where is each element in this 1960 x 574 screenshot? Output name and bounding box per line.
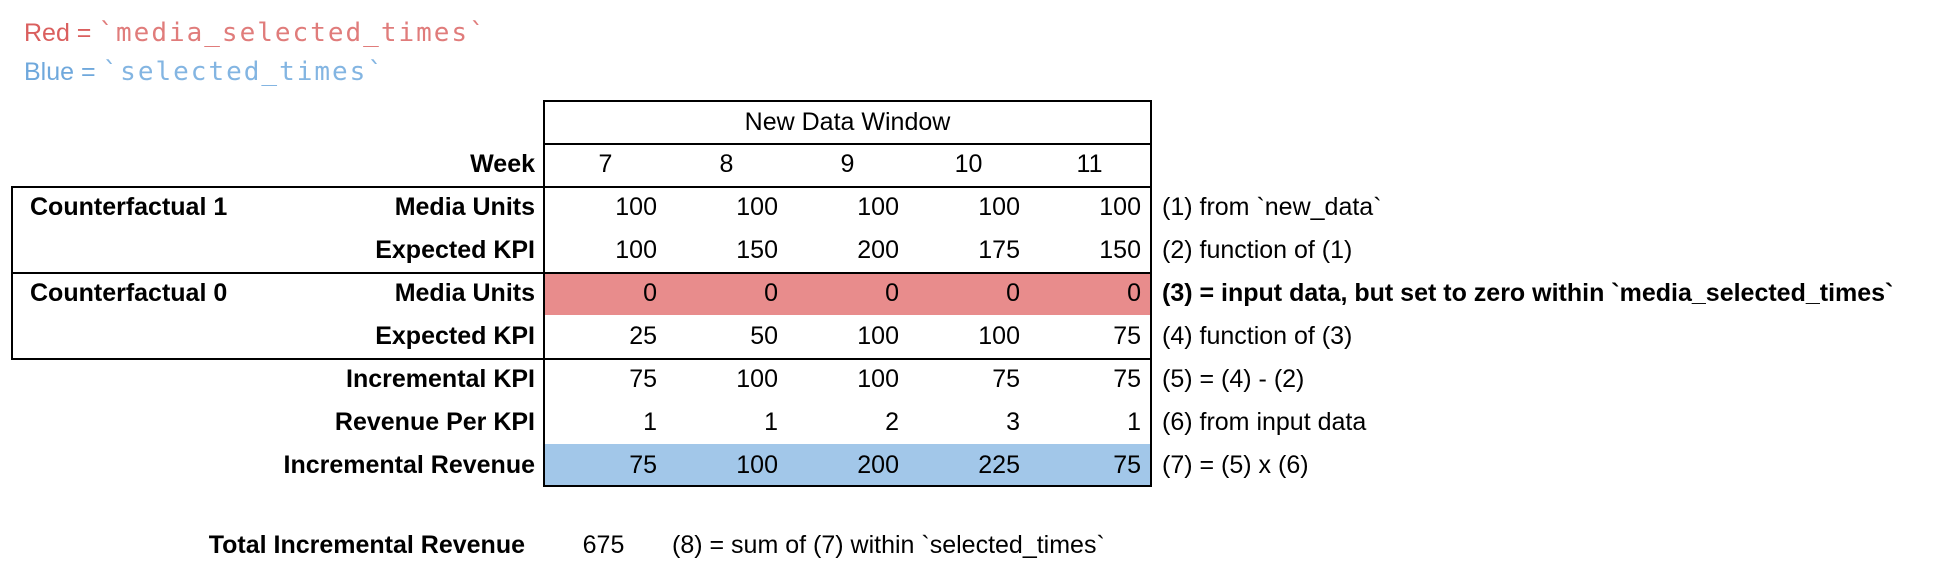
table-cell: 2: [885, 408, 899, 436]
legend-red-code: `media_selected_times`: [98, 18, 487, 48]
row-annotation: (4) function of (3): [1162, 322, 1353, 350]
table-cell: 100: [736, 451, 778, 479]
table-cell: 100: [857, 365, 899, 393]
data-grid: New Data Window 7 8 9 10 11 100 100 100 100 100 10…: [543, 100, 1152, 487]
row-label: Incremental Revenue: [283, 451, 536, 479]
table-cell: 100: [978, 193, 1020, 221]
table-cell: 75: [1113, 322, 1141, 350]
table-cell: 50: [750, 322, 778, 350]
table-cell: 75: [992, 365, 1020, 393]
table-cell: 1: [643, 408, 657, 436]
highlight-blue-band: [545, 444, 1150, 485]
table-cell: 1: [1127, 408, 1141, 436]
table-cell: 100: [736, 365, 778, 393]
legend-red-line: Red = `media_selected_times`: [24, 14, 487, 53]
table-cell: 100: [857, 322, 899, 350]
legend-blue-line: Blue = `selected_times`: [24, 53, 487, 92]
table-cell: 75: [1113, 365, 1141, 393]
counterfactual-0-label: Counterfactual 0: [30, 279, 228, 307]
row-label: Expected KPI: [375, 236, 535, 264]
table-cell: 75: [1113, 451, 1141, 479]
table-cell: 100: [978, 322, 1020, 350]
row-annotation: (1) from `new_data`: [1162, 193, 1382, 221]
table-cell: 150: [736, 236, 778, 264]
week-number: 11: [1076, 150, 1103, 178]
legend-red-prefix: Red =: [24, 19, 99, 47]
week-number: 7: [598, 150, 613, 178]
legend-blue-code: `selected_times`: [102, 57, 385, 87]
legend-blue-prefix: Blue =: [24, 58, 103, 86]
row-annotation: (7) = (5) x (6): [1162, 451, 1309, 479]
table-cell: 0: [643, 279, 657, 307]
table-cell: 100: [736, 193, 778, 221]
total-annotation: (8) = sum of (7) within `selected_times`: [672, 531, 1105, 559]
row-label: Revenue Per KPI: [334, 408, 535, 436]
table-cell: 225: [978, 451, 1020, 479]
total-incremental-revenue-label: Total Incremental Revenue: [208, 531, 525, 559]
row-annotation: (6) from input data: [1162, 408, 1367, 436]
row-label: Media Units: [394, 279, 535, 307]
grid-line-below-week: [545, 186, 1150, 188]
table-cell: 100: [1099, 193, 1141, 221]
total-incremental-revenue-value: 675: [582, 531, 625, 559]
legend: Red = `media_selected_times` Blue = `sel…: [24, 14, 487, 92]
row-label: Incremental KPI: [346, 365, 535, 393]
counterfactual-1-label: Counterfactual 1: [30, 193, 228, 221]
table-cell: 1: [764, 408, 778, 436]
highlight-red-band: [545, 274, 1150, 315]
new-data-window-header: New Data Window: [744, 108, 951, 136]
table-cell: 0: [764, 279, 778, 307]
table-cell: 200: [857, 236, 899, 264]
table-cell: 100: [857, 193, 899, 221]
week-label: Week: [470, 150, 535, 178]
table-cell: 200: [857, 451, 899, 479]
table-cell: 0: [1127, 279, 1141, 307]
row-label: Expected KPI: [375, 322, 535, 350]
week-number: 8: [719, 150, 734, 178]
table-cell: 175: [978, 236, 1020, 264]
row-annotation: (3) = input data, but set to zero within…: [1162, 279, 1894, 307]
table-cell: 3: [1006, 408, 1020, 436]
table-cell: 0: [1006, 279, 1020, 307]
grid-line-below-header: [545, 143, 1150, 145]
table-cell: 75: [629, 451, 657, 479]
week-number: 10: [954, 150, 983, 178]
table-cell: 0: [885, 279, 899, 307]
week-number: 9: [840, 150, 855, 178]
table-cell: 100: [615, 193, 657, 221]
grid-line-counterfactual-divider: [545, 272, 1150, 274]
table-cell: 25: [629, 322, 657, 350]
row-annotation: (5) = (4) - (2): [1162, 365, 1305, 393]
grid-line-below-counterfactual-0: [545, 358, 1150, 360]
table-cell: 75: [629, 365, 657, 393]
table-cell: 150: [1099, 236, 1141, 264]
table-cell: 100: [615, 236, 657, 264]
row-label: Media Units: [394, 193, 535, 221]
row-annotation: (2) function of (1): [1162, 236, 1353, 264]
